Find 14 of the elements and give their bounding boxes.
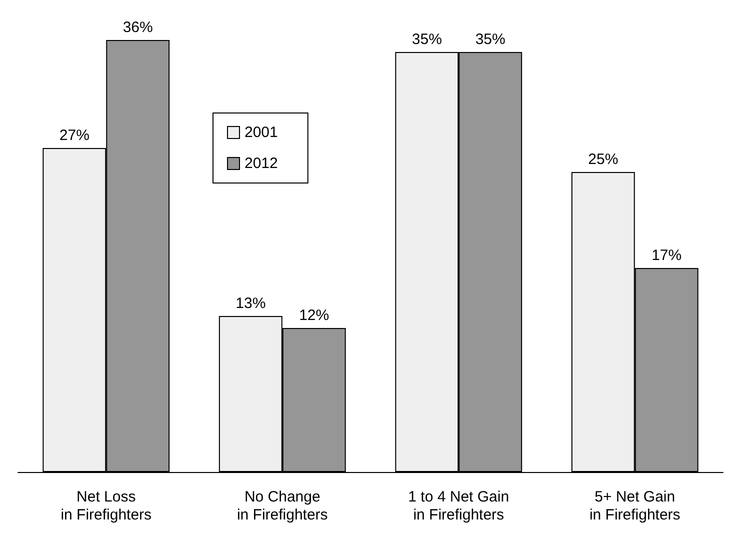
x-tick-label: Net Loss in Firefighters xyxy=(60,488,152,524)
data-label: 35% xyxy=(412,31,442,48)
data-label: 27% xyxy=(59,127,90,144)
data-label: 17% xyxy=(652,247,682,264)
x-tick-label: 1 to 4 Net Gain in Firefighters xyxy=(408,488,510,524)
data-label: 12% xyxy=(299,307,330,324)
x-tick-label: 5+ Net Gain in Firefighters xyxy=(589,488,680,524)
data-label: 35% xyxy=(475,31,506,48)
data-label: 25% xyxy=(588,151,618,168)
legend-label: 2012 xyxy=(244,155,278,172)
legend-label: 2001 xyxy=(244,124,278,141)
x-tick-label: No Change in Firefighters xyxy=(236,488,328,524)
data-label: 13% xyxy=(236,295,266,312)
data-label: 36% xyxy=(122,19,153,36)
